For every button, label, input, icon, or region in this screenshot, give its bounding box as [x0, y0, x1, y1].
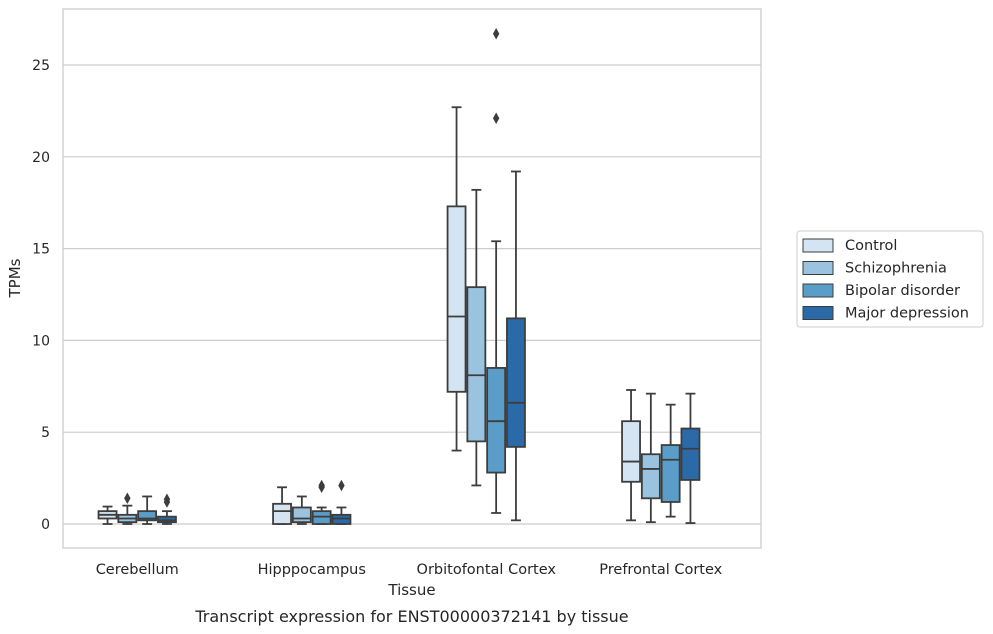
plot-frame — [62, 8, 762, 549]
box-bipolar-disorder — [137, 495, 158, 525]
box-bipolar-disorder — [311, 479, 332, 525]
box-bipolar-disorder — [486, 28, 507, 514]
box-schizophrenia — [117, 492, 138, 525]
legend-swatch — [802, 283, 834, 298]
iqr-box — [640, 453, 661, 500]
iqr-box — [157, 515, 177, 524]
outlier-point — [124, 492, 131, 505]
legend: Control Schizophrenia Bipolar disorder Majo… — [796, 230, 984, 328]
x-tick-labels: Cerebellum Hipppocampus Orbitofontal Corte… — [96, 562, 723, 578]
iqr-box — [660, 444, 681, 503]
iqr-box — [331, 513, 352, 525]
iqr-box — [486, 367, 507, 474]
boxes — [97, 28, 701, 525]
x-axis-label: Tissue — [387, 581, 435, 599]
y-tick-label: 10 — [32, 333, 50, 349]
grid-lines — [63, 64, 761, 525]
iqr-box — [621, 420, 641, 483]
outlier-point — [318, 479, 325, 492]
y-tick-labels: 0 5 10 15 20 25 — [32, 58, 50, 533]
outlier-point — [338, 479, 345, 492]
legend-swatch — [802, 261, 834, 275]
outlier-point — [492, 28, 500, 40]
iqr-box — [137, 510, 158, 522]
iqr-box — [291, 506, 312, 524]
iqr-box — [680, 427, 701, 481]
x-tick-label: Orbitofontal Cortex — [417, 562, 557, 578]
legend-swatch — [802, 238, 834, 253]
box-major-depression — [157, 493, 177, 525]
box-schizophrenia — [640, 392, 661, 524]
box-control — [272, 486, 292, 525]
chart-caption: Transcript expression for ENST0000037214… — [194, 607, 628, 626]
y-tick-label: 25 — [32, 58, 50, 74]
legend-label: Control — [845, 238, 897, 254]
legend-label: Schizophrenia — [845, 261, 947, 277]
iqr-box — [446, 205, 467, 393]
box-control — [446, 106, 467, 452]
box-bipolar-disorder — [660, 403, 681, 518]
iqr-box — [311, 510, 332, 525]
legend-label: Major depression — [845, 306, 969, 322]
y-tick-label: 0 — [41, 517, 50, 533]
iqr-box — [272, 502, 292, 525]
legend-label: Bipolar disorder — [845, 283, 960, 299]
x-tick-label: Cerebellum — [96, 562, 179, 578]
y-tick-label: 15 — [32, 242, 50, 258]
box-major-depression — [506, 170, 526, 522]
iqr-box — [506, 317, 526, 448]
box-major-depression — [680, 392, 701, 524]
box-major-depression — [331, 479, 352, 525]
y-axis-label: TPMs — [6, 258, 24, 298]
box-control — [97, 505, 118, 525]
iqr-box — [466, 286, 487, 443]
box-control — [621, 389, 641, 522]
legend-frame — [796, 230, 984, 328]
x-tick-label: Hipppocampus — [258, 562, 366, 578]
y-tick-label: 20 — [32, 150, 50, 166]
legend-swatch — [802, 306, 834, 320]
box-schizophrenia — [466, 188, 487, 487]
outlier-point — [163, 493, 171, 505]
box-schizophrenia — [291, 495, 312, 525]
y-tick-label: 5 — [41, 425, 50, 441]
x-tick-label: Prefrontal Cortex — [599, 562, 722, 578]
outlier-point — [492, 112, 500, 124]
